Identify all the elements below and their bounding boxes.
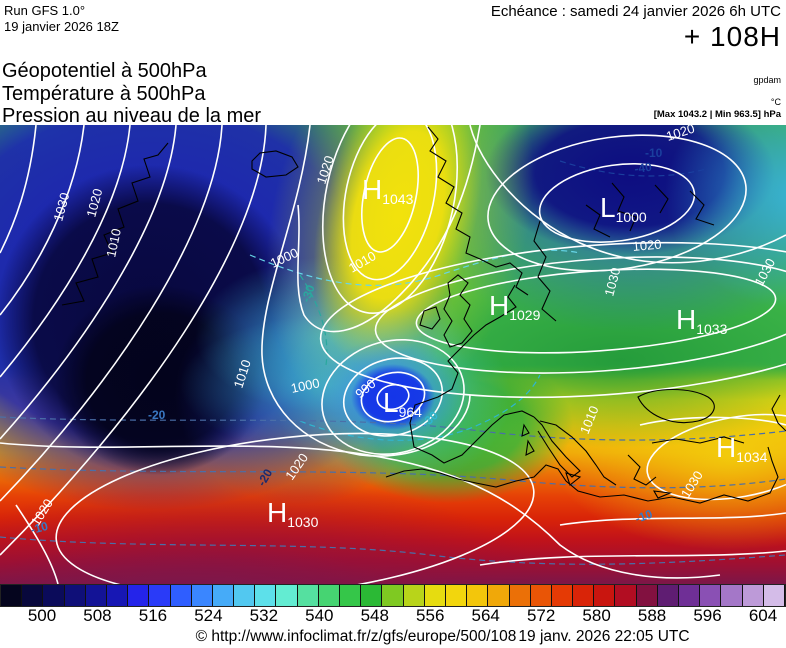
weather-map: 1030 1020 1010 1020 1000 1010 1020 1020 1030 1030… (0, 18, 786, 648)
scale-cell (149, 585, 171, 606)
pressure-extremes-label: [Max 1043.2 | Min 963.5] hPa (653, 109, 781, 120)
scale-cell (700, 585, 722, 606)
unit-celsius: °C (770, 97, 781, 107)
source-url: © http://www.infoclimat.fr/z/gfs/europe/… (195, 628, 517, 645)
scale-cell (255, 585, 277, 606)
pressure-center-l964: L964 (383, 387, 422, 420)
footer: © http://www.infoclimat.fr/z/gfs/europe/… (0, 627, 786, 648)
scale-cell (594, 585, 616, 606)
temperature-label: -10 (29, 519, 50, 537)
temperature-label: -10 (645, 146, 663, 160)
scale-cell (43, 585, 65, 606)
pressure-center-h1030: H1030 (267, 497, 319, 530)
pressure-center-l1000: L1000 (600, 192, 647, 225)
param-temperature: Température à 500hPa (2, 83, 206, 105)
scale-cell (22, 585, 44, 606)
pressure-center-h1043: H1043 (362, 174, 414, 207)
scale-cell (573, 585, 595, 606)
isobar-label: 1020 (632, 237, 662, 254)
scale-ticks: 500 508 516 524 532 540 548 556 564 572 580 588 596 6… (0, 606, 786, 627)
scale-cell (551, 585, 574, 606)
scale-cell (509, 585, 531, 606)
temperature-label: -30 (299, 283, 318, 304)
pressure-center-h1033: H1033 (676, 304, 728, 337)
isobar-label: 1000 (290, 375, 321, 396)
unit-gpdam: gpdam (753, 75, 781, 85)
scale-tick-label: 556 (416, 606, 445, 625)
scale-cell (106, 585, 129, 606)
temperature-label: -10 (633, 507, 654, 526)
run-date-label: 19 janvier 2026 18Z (4, 19, 119, 34)
scale-cell (721, 585, 743, 606)
scale-tick-label: 580 (582, 606, 611, 625)
scale-tick-label: 508 (83, 606, 112, 625)
scale-cell (64, 585, 86, 606)
scale-cell (234, 585, 256, 606)
scale-cell (763, 585, 785, 606)
scale-cell (488, 585, 510, 606)
scale-tick-label: 548 (360, 606, 389, 625)
pressure-center-h1034: H1034 (716, 432, 768, 465)
scale-tick-label: 604 (748, 606, 778, 625)
scale-cell (467, 585, 489, 606)
temperature-label: -20 (148, 408, 166, 422)
color-scale-bar (0, 584, 786, 607)
scale-cell (382, 585, 404, 606)
valid-time-label: Echéance : samedi 24 janvier 2026 6h UTC (490, 3, 781, 20)
param-mslp: Pression au niveau de la mer (2, 105, 262, 127)
scale-tick-label: 500 (27, 606, 57, 625)
scale-tick-label: 540 (305, 606, 334, 625)
temperature-contours (0, 160, 786, 565)
generation-timestamp: 19 janv. 2026 22:05 UTC (518, 628, 690, 645)
scale-cell (128, 585, 150, 606)
header: Run GFS 1.0° 19 janvier 2026 18Z Echéanc… (0, 0, 786, 127)
scale-cell (170, 585, 192, 606)
scale-cell (318, 585, 340, 606)
run-model-label: Run GFS 1.0° (4, 3, 86, 18)
lead-time-label: + 108H (683, 21, 781, 52)
scale-tick-label: 532 (249, 606, 279, 625)
scale-cell (1, 585, 23, 606)
pressure-center-h1029: H1029 (489, 290, 541, 323)
scale-cell (679, 585, 701, 606)
isobar-label: 1030 (601, 266, 623, 298)
scale-tick-label: 564 (471, 606, 500, 625)
scale-tick-label: 596 (693, 606, 722, 625)
scale-cell (657, 585, 679, 606)
scale-tick-label: 524 (194, 606, 223, 625)
temperature-label: -40 (633, 160, 652, 176)
isobar-label: 1030 (50, 191, 72, 223)
scale-cell (361, 585, 383, 606)
scale-cell (636, 585, 658, 606)
param-geopotential: Géopotentiel à 500hPa (2, 60, 207, 82)
scale-cell (191, 585, 213, 606)
scale-tick-label: 572 (526, 606, 556, 625)
scale-cell (212, 585, 235, 606)
isobar-label: 1010 (103, 227, 124, 258)
scale-cell (445, 585, 468, 606)
scale-cell (615, 585, 637, 606)
coastlines (61, 126, 786, 504)
scale-cell (85, 585, 107, 606)
scale-cell (403, 585, 425, 606)
scale-tick-label: 588 (637, 606, 667, 625)
scale-cell (340, 585, 362, 606)
isobar-contours (0, 80, 786, 598)
geopotential-field (0, 18, 786, 648)
scale-tick-label: 516 (138, 606, 168, 625)
scale-cell (530, 585, 552, 606)
scale-cell (424, 585, 446, 606)
scale-cell (742, 585, 764, 606)
isobar-label: 1020 (83, 187, 105, 219)
scale-cell (276, 585, 298, 606)
scale-cell (297, 585, 319, 606)
